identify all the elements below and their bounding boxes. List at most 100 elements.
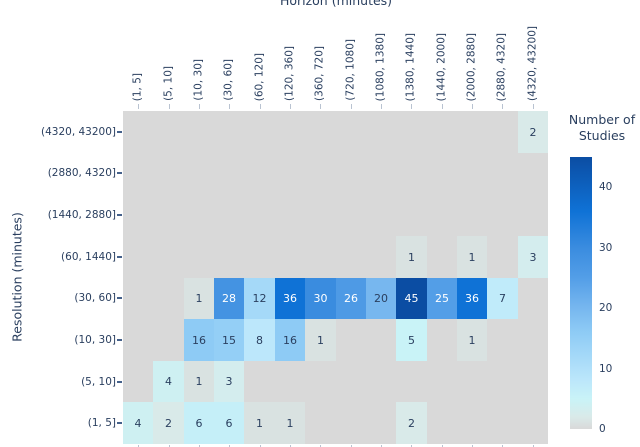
tick-mark — [117, 131, 122, 133]
x-tick-label: (4320, 43200] — [526, 26, 539, 101]
y-tick-label: (2880, 4320] — [47, 167, 116, 180]
x-tick-label: (10, 30] — [192, 59, 205, 101]
tick-mark — [229, 444, 230, 447]
colorbar-tick-label: 20 — [599, 302, 613, 315]
heatmap-cell[interactable]: 25 — [427, 278, 457, 319]
colorbar-tick-label: 10 — [599, 362, 613, 375]
tick-mark — [117, 214, 122, 216]
x-tick-label: (360, 720] — [313, 46, 326, 101]
heatmap-cell[interactable]: 30 — [305, 278, 336, 319]
heatmap-cell[interactable]: 6 — [184, 402, 214, 444]
tick-mark — [502, 104, 503, 109]
tick-mark — [117, 297, 122, 299]
y-tick-label: (10, 30] — [74, 333, 116, 346]
tick-mark — [229, 104, 230, 109]
y-axis-title: Resolution (minutes) — [9, 212, 25, 342]
x-axis-title: Horizon (minutes) — [279, 0, 393, 8]
x-tick-label: (720, 1080] — [344, 39, 357, 101]
heatmap-cell[interactable]: 5 — [396, 319, 427, 361]
y-tick-label: (1, 5] — [87, 417, 116, 430]
colorbar — [570, 157, 592, 429]
heatmap-cell[interactable]: 1 — [244, 402, 275, 444]
x-tick-label: (2880, 4320] — [495, 32, 508, 101]
heatmap-cell[interactable]: 1 — [396, 236, 427, 278]
x-tick-label: (1440, 2000] — [435, 32, 448, 101]
heatmap-cell[interactable]: 1 — [184, 361, 214, 402]
colorbar-tick-label: 30 — [599, 241, 613, 254]
tick-mark — [117, 381, 122, 383]
x-tick-label: (120, 360] — [283, 46, 296, 101]
y-tick-label: (5, 10] — [81, 375, 116, 388]
tick-mark — [472, 444, 473, 447]
tick-mark — [117, 256, 122, 258]
heatmap-cell[interactable]: 15 — [214, 319, 244, 361]
heatmap-cell[interactable]: 1 — [184, 278, 214, 319]
y-tick-label: (60, 1440] — [61, 250, 116, 263]
heatmap-cell[interactable]: 26 — [336, 278, 366, 319]
heatmap-cell[interactable]: 1 — [305, 319, 336, 361]
y-tick-label: (4320, 43200] — [41, 125, 116, 138]
heatmap-cell[interactable]: 3 — [214, 361, 244, 402]
y-tick-label: (30, 60] — [74, 292, 116, 305]
heatmap-cell[interactable]: 7 — [487, 278, 518, 319]
colorbar-tick-label: 0 — [599, 423, 606, 435]
tick-mark — [381, 444, 382, 447]
x-tick-label: (1080, 1380] — [374, 32, 387, 101]
heatmap-cell[interactable]: 16 — [184, 319, 214, 361]
tick-mark — [117, 339, 122, 341]
heatmap-cell[interactable]: 8 — [244, 319, 275, 361]
tick-mark — [199, 444, 200, 447]
tick-mark — [411, 444, 412, 447]
tick-mark — [290, 444, 291, 447]
tick-mark — [442, 444, 443, 447]
colorbar-tick-label: 40 — [599, 181, 613, 194]
tick-mark — [199, 104, 200, 109]
tick-mark — [320, 104, 321, 109]
heatmap-cell[interactable]: 3 — [518, 236, 548, 278]
tick-mark — [533, 444, 534, 447]
heatmap-cell[interactable]: 16 — [275, 319, 305, 361]
heatmap-cell[interactable]: 28 — [214, 278, 244, 319]
heatmap-cell[interactable]: 4 — [153, 361, 184, 402]
heatmap-cell[interactable]: 4 — [123, 402, 153, 444]
heatmap-cell[interactable]: 2 — [396, 402, 427, 444]
tick-mark — [381, 104, 382, 109]
tick-mark — [117, 422, 122, 424]
heatmap-cell[interactable]: 1 — [457, 319, 487, 361]
heatmap-plot-area: 2 1 1 3 1 28 12 36 30 26 20 45 25 36 7 16 15 8 16 1 5 1 4 1 3 4 2 6… — [123, 111, 548, 444]
tick-mark — [290, 104, 291, 109]
tick-mark — [351, 104, 352, 109]
heatmap-cell[interactable]: 12 — [244, 278, 275, 319]
tick-mark — [351, 444, 352, 447]
heatmap-cell[interactable]: 1 — [457, 236, 487, 278]
tick-mark — [411, 104, 412, 109]
tick-mark — [260, 444, 261, 447]
x-tick-label: (30, 60] — [222, 59, 235, 101]
heatmap-cell[interactable]: 20 — [366, 278, 396, 319]
heatmap-cell[interactable]: 2 — [153, 402, 184, 444]
tick-mark — [169, 444, 170, 447]
tick-mark — [117, 172, 122, 174]
heatmap-cell[interactable]: 36 — [275, 278, 305, 319]
colorbar-title-line2: Studies — [578, 128, 626, 143]
tick-mark — [320, 444, 321, 447]
heatmap-cell[interactable]: 2 — [518, 111, 548, 153]
tick-mark — [138, 104, 139, 109]
heatmap-cell[interactable]: 6 — [214, 402, 244, 444]
tick-mark — [169, 104, 170, 109]
heatmap-cell[interactable]: 45 — [396, 278, 427, 319]
colorbar-title-line1: Number of — [568, 112, 636, 127]
heatmap-cell[interactable]: 1 — [275, 402, 305, 444]
x-tick-label: (1380, 1440] — [404, 32, 417, 101]
tick-mark — [138, 444, 139, 447]
x-tick-label: (2000, 2880] — [465, 32, 478, 101]
colorbar-title: Number of Studies — [569, 112, 635, 144]
x-tick-label: (1, 5] — [131, 72, 144, 101]
heatmap-cell[interactable]: 36 — [457, 278, 487, 319]
x-tick-label: (60, 120] — [253, 52, 266, 101]
x-tick-label: (5, 10] — [162, 66, 175, 101]
tick-mark — [502, 444, 503, 447]
y-tick-label: (1440, 2880] — [47, 209, 116, 222]
tick-mark — [260, 104, 261, 109]
